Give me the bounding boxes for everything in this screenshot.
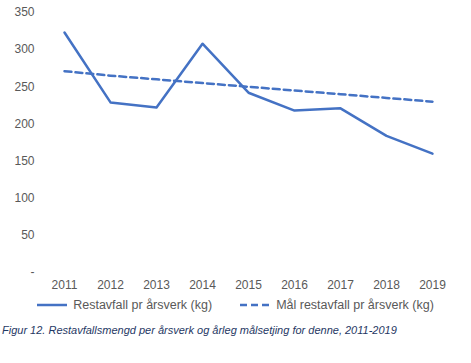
svg-text:300: 300 — [14, 42, 34, 56]
html-text:Figur 12. Restavfallsmengd per: Figur 12. Restavfallsmengd per årsverk o… — [2, 324, 397, 336]
svg-text:-: - — [31, 265, 35, 279]
svg-text:50: 50 — [21, 228, 35, 242]
svg-text:2019: 2019 — [419, 278, 446, 292]
svg-text:350: 350 — [14, 5, 34, 19]
svg-text:200: 200 — [14, 117, 34, 131]
svg-text:2014: 2014 — [189, 278, 216, 292]
svg-text:2018: 2018 — [373, 278, 400, 292]
svg-text:2016: 2016 — [281, 278, 308, 292]
svg-text:2015: 2015 — [235, 278, 262, 292]
svg-text:250: 250 — [14, 80, 34, 94]
svg-text:2011: 2011 — [52, 278, 78, 292]
html-text:Restavfall pr årsverk (kg): Restavfall pr årsverk (kg) — [73, 298, 213, 312]
svg-text:2013: 2013 — [143, 278, 170, 292]
svg-text:150: 150 — [14, 154, 34, 168]
html-text:Mål restavfall pr årsverk (kg): Mål restavfall pr årsverk (kg) — [276, 298, 434, 312]
svg-text:2017: 2017 — [327, 278, 354, 292]
svg-text:100: 100 — [14, 191, 34, 205]
svg-text:2012: 2012 — [97, 278, 124, 292]
